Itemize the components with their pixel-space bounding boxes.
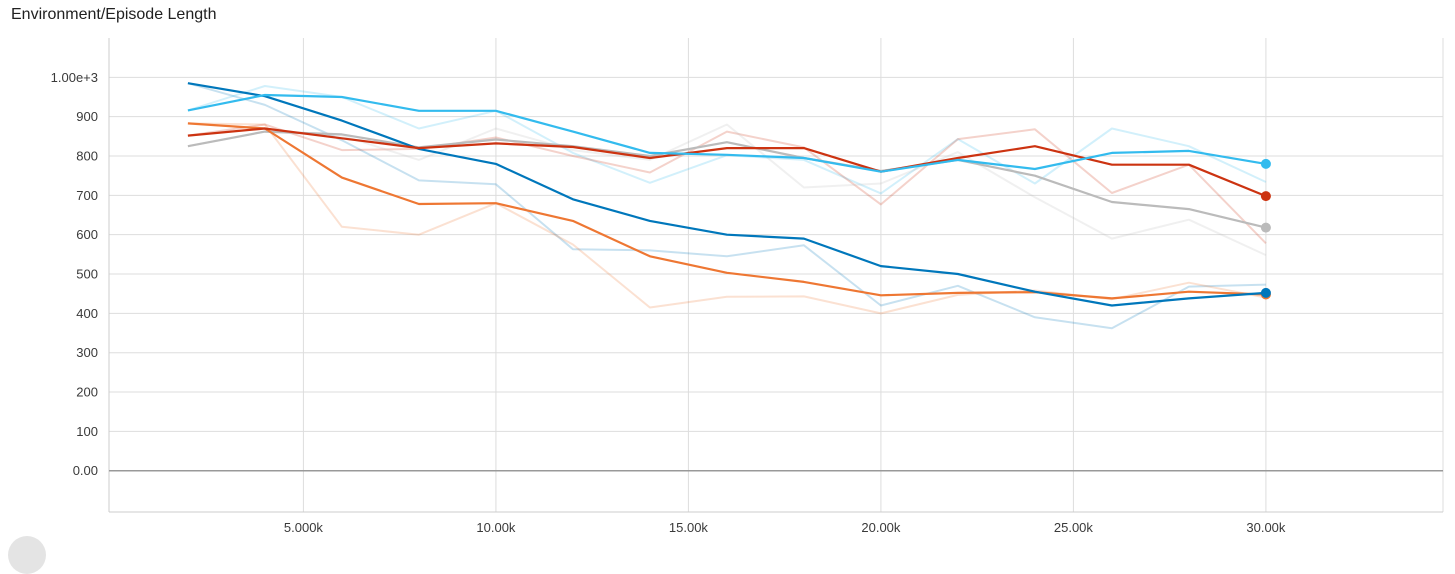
x-tick-label: 20.00k xyxy=(861,520,901,535)
series-line-4 xyxy=(187,130,1267,229)
y-tick-label: 900 xyxy=(76,109,98,124)
smoothed-series-layer xyxy=(187,82,1271,307)
x-tick-label: 10.00k xyxy=(476,520,516,535)
expand-chart-button[interactable] xyxy=(8,536,46,574)
grid-layer xyxy=(109,38,1443,512)
y-tick-label: 100 xyxy=(76,424,98,439)
y-tick-label: 500 xyxy=(76,267,98,282)
y-tick-label: 0.00 xyxy=(73,463,98,478)
y-tick-label: 200 xyxy=(76,385,98,400)
series-raw-line-2 xyxy=(187,122,1267,315)
series-end-marker-4 xyxy=(1260,222,1271,233)
y-tick-label: 800 xyxy=(76,149,98,164)
y-tick-label: 600 xyxy=(76,227,98,242)
series-line-0 xyxy=(187,82,1266,307)
y-tick-label: 700 xyxy=(76,188,98,203)
tick-label-layer: 0.00 100 200 300 400 500 600 700 800 900 1.00e+3 5.… xyxy=(51,70,1286,535)
series-end-marker-1 xyxy=(1260,158,1271,169)
axis-layer xyxy=(108,38,1444,513)
series-line-1 xyxy=(187,93,1267,173)
series-raw-line-0 xyxy=(187,82,1266,330)
series-raw-line-3 xyxy=(187,123,1267,244)
series-line-2 xyxy=(187,122,1266,300)
y-tick-label: 300 xyxy=(76,345,98,360)
x-tick-label: 25.00k xyxy=(1054,520,1094,535)
series-end-marker-3 xyxy=(1260,191,1271,202)
line-chart: 0.00 100 200 300 400 500 600 700 800 900 1.00e+3 5.… xyxy=(51,38,1444,535)
x-tick-label: 15.00k xyxy=(669,520,709,535)
x-tick-label: 30.00k xyxy=(1246,520,1286,535)
y-tick-label: 400 xyxy=(76,306,98,321)
y-tick-label: 1.00e+3 xyxy=(51,70,98,85)
series-end-marker-0 xyxy=(1260,287,1271,298)
chart-title: Environment/Episode Length xyxy=(11,6,217,23)
series-raw-line-4 xyxy=(187,123,1267,257)
x-tick-label: 5.000k xyxy=(284,520,324,535)
raw-series-layer xyxy=(187,82,1267,330)
